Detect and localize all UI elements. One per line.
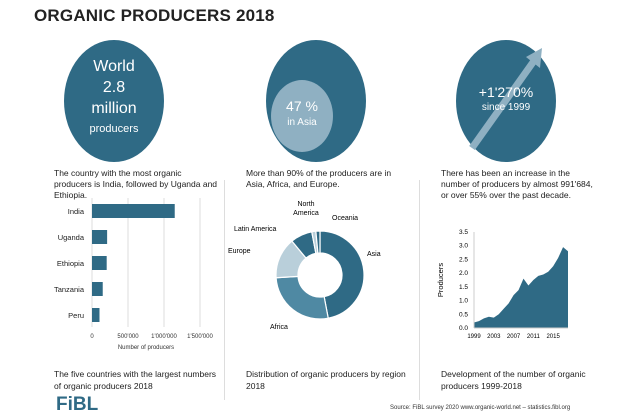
y-tick-label: 1.0 bbox=[459, 298, 468, 305]
stat-small: in Asia bbox=[287, 117, 317, 128]
x-tick-label: 2011 bbox=[527, 334, 541, 340]
text-countries: The country with the most organic produc… bbox=[54, 168, 218, 200]
stat-big: +1'270% bbox=[478, 84, 534, 100]
x-tick-label: 1999 bbox=[467, 334, 481, 340]
y-tick-label: 3.0 bbox=[459, 243, 468, 250]
slice-label: Africa bbox=[270, 324, 288, 331]
x-tick-label: 2007 bbox=[507, 334, 521, 340]
x-tick-label: 1'000'000 bbox=[151, 334, 177, 340]
slice-label: Europe bbox=[228, 248, 251, 255]
stat-line: million bbox=[91, 100, 137, 117]
bar bbox=[92, 282, 103, 296]
y-tick-label: 0.0 bbox=[459, 325, 468, 332]
stat-line: 2.8 bbox=[102, 79, 126, 96]
y-tick-label: 2.0 bbox=[459, 270, 468, 277]
x-tick-label: 500'000 bbox=[117, 334, 139, 340]
y-tick-label: 0.5 bbox=[459, 311, 468, 318]
category-label: Peru bbox=[68, 311, 84, 320]
area-chart: 0.0 0.5 1.0 1.5 2.0 2.5 3.0 3.5 1999 2003 2007 2011… bbox=[436, 229, 568, 340]
bar bbox=[92, 308, 100, 322]
x-tick-label: 2015 bbox=[546, 334, 560, 340]
donut-slice bbox=[319, 230, 365, 319]
category-label: Ethiopia bbox=[57, 259, 85, 268]
text-growth: There has been an increase in the number… bbox=[441, 168, 593, 200]
slice-label: Oceania bbox=[332, 215, 358, 222]
donut-slice bbox=[275, 275, 329, 320]
x-tick-label: 0 bbox=[90, 334, 94, 340]
slice-label: Asia bbox=[367, 251, 381, 258]
category-label: Tanzania bbox=[54, 285, 85, 294]
bar bbox=[92, 256, 107, 270]
area-series bbox=[474, 247, 568, 328]
growth-stat-circle: +1'270% since 1999 bbox=[456, 40, 556, 162]
caption-donut: Distribution of organic producers by reg… bbox=[246, 369, 406, 391]
text-regions: More than 90% of the producers are in As… bbox=[246, 168, 392, 189]
donut-slice bbox=[315, 230, 321, 254]
x-axis-label: Number of producers bbox=[118, 345, 174, 351]
x-tick-label: 1'500'000 bbox=[187, 334, 213, 340]
slice-label: America bbox=[293, 210, 319, 217]
source-text: Source: FiBL survey 2020 www.organic-wor… bbox=[390, 405, 571, 411]
y-axis-label: Producers bbox=[436, 263, 445, 297]
stat-big: 47 % bbox=[286, 98, 318, 114]
x-tick-label: 2003 bbox=[487, 334, 501, 340]
asia-share-circle bbox=[271, 80, 333, 152]
y-tick-label: 3.5 bbox=[459, 229, 468, 236]
category-label: India bbox=[68, 207, 85, 216]
stat-small: since 1999 bbox=[481, 102, 531, 113]
caption-bar: The five countries with the largest numb… bbox=[54, 369, 217, 391]
caption-area: Development of the number of organic pro… bbox=[441, 369, 586, 391]
asia-stat-circle: 47 % in Asia bbox=[266, 40, 366, 162]
category-label: Uganda bbox=[58, 233, 85, 242]
divider bbox=[224, 180, 225, 400]
fibl-logo: FiBL bbox=[56, 394, 99, 415]
slice-label: North bbox=[297, 201, 314, 208]
stat-line: producers bbox=[89, 123, 139, 135]
slice-label: Latin America bbox=[234, 226, 277, 233]
arrow-up-right-icon bbox=[469, 48, 542, 151]
world-stat-circle: World 2.8 million producers bbox=[64, 40, 164, 162]
bar bbox=[92, 230, 108, 244]
bar-chart: 0 500'000 1'000'000 1'500'000 India Uganda Eth… bbox=[54, 198, 213, 351]
page-title: ORGANIC PRODUCERS 2018 bbox=[34, 6, 275, 25]
y-tick-label: 1.5 bbox=[459, 284, 468, 291]
divider bbox=[419, 180, 420, 400]
bar bbox=[92, 204, 175, 218]
stat-line: World bbox=[93, 58, 135, 75]
y-tick-label: 2.5 bbox=[459, 256, 468, 263]
donut-chart: Asia Africa Europe Latin America North Americ… bbox=[228, 201, 381, 331]
